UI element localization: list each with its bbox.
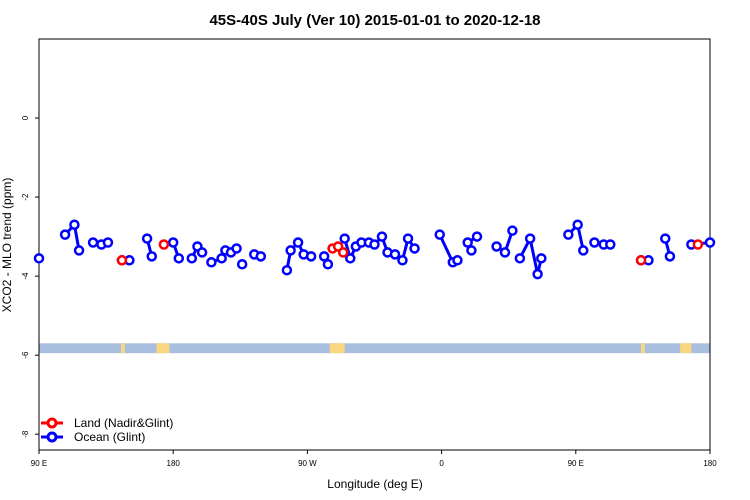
ocean-point bbox=[322, 259, 334, 270]
ocean-band bbox=[39, 343, 710, 354]
ocean-point bbox=[59, 229, 71, 240]
land-patch bbox=[121, 343, 125, 354]
ocean-point bbox=[87, 237, 99, 248]
y-tick-label: -2 bbox=[21, 193, 30, 201]
ocean-point bbox=[507, 225, 518, 236]
ocean-point bbox=[466, 245, 477, 256]
ocean-point bbox=[376, 231, 388, 242]
x-tick-label: 90 E bbox=[31, 459, 47, 468]
ocean-point bbox=[146, 251, 158, 262]
ocean-point bbox=[397, 255, 408, 266]
ocean-point bbox=[563, 229, 574, 240]
map-band bbox=[39, 343, 710, 354]
chart-title: 45S-40S July (Ver 10) 2015-01-01 to 2020… bbox=[209, 12, 540, 29]
series-layer bbox=[33, 219, 716, 280]
ocean-point bbox=[33, 253, 45, 264]
ocean-point bbox=[141, 233, 153, 244]
ocean-point bbox=[660, 233, 671, 244]
x-axis: 90 E 180 90 W 0 90 E 180 bbox=[31, 450, 717, 468]
ocean-point bbox=[73, 245, 85, 256]
x-tick-label: 90 W bbox=[298, 459, 317, 468]
land-patch bbox=[329, 343, 345, 354]
ocean-point bbox=[532, 268, 543, 280]
ocean-point bbox=[318, 251, 330, 262]
y-tick-label: -4 bbox=[21, 272, 30, 280]
ocean-point bbox=[285, 245, 296, 256]
legend-ocean-label: Ocean (Glint) bbox=[74, 430, 145, 444]
ocean-point bbox=[499, 247, 511, 258]
ocean-line bbox=[518, 237, 543, 276]
x-tick-label: 90 E bbox=[568, 459, 584, 468]
land-point bbox=[116, 255, 128, 266]
ocean-point bbox=[402, 233, 414, 244]
ocean-point bbox=[664, 251, 676, 262]
ocean-point bbox=[452, 255, 463, 266]
y-tick-label: -6 bbox=[21, 351, 30, 359]
ocean-point bbox=[102, 237, 114, 248]
ocean-point bbox=[524, 233, 536, 244]
ocean-point bbox=[389, 249, 401, 260]
legend: Land (Nadir&Glint) Ocean (Glint) bbox=[41, 416, 173, 444]
ocean-point bbox=[369, 239, 380, 250]
ocean-point bbox=[605, 239, 616, 250]
ocean-point bbox=[281, 264, 293, 276]
land-point bbox=[692, 239, 704, 250]
ocean-point bbox=[589, 237, 600, 248]
legend-land-label: Land (Nadir&Glint) bbox=[74, 416, 173, 430]
ocean-point bbox=[434, 229, 445, 240]
x-tick-label: 180 bbox=[703, 459, 717, 468]
ocean-point bbox=[305, 251, 317, 262]
ocean-point bbox=[206, 257, 217, 268]
legend-ocean-marker bbox=[46, 431, 58, 443]
ocean-point bbox=[572, 219, 583, 230]
ocean-point bbox=[231, 243, 242, 254]
ocean-point bbox=[514, 253, 526, 264]
ocean-point bbox=[339, 233, 350, 244]
land-patch bbox=[680, 343, 692, 354]
ocean-point bbox=[196, 247, 208, 258]
ocean-point bbox=[292, 237, 304, 248]
ocean-point bbox=[216, 253, 227, 264]
y-tick-label: -8 bbox=[21, 430, 30, 438]
ocean-point bbox=[471, 231, 483, 242]
ocean-point bbox=[186, 253, 198, 264]
ocean-point bbox=[462, 237, 473, 248]
x-axis-label: Longitude (deg E) bbox=[327, 477, 422, 491]
ocean-point bbox=[491, 241, 502, 252]
x-tick-label: 0 bbox=[439, 459, 444, 468]
legend-land-marker bbox=[46, 417, 58, 429]
ocean-point bbox=[704, 237, 716, 248]
ocean-point bbox=[167, 237, 179, 248]
x-tick-label: 180 bbox=[167, 459, 181, 468]
y-axis: 0 -2 -4 -6 -8 bbox=[21, 115, 39, 438]
ocean-point bbox=[173, 253, 185, 264]
ocean-point bbox=[236, 259, 248, 270]
ocean-point bbox=[345, 253, 356, 264]
ocean-point bbox=[255, 251, 267, 262]
land-patch bbox=[156, 343, 170, 354]
land-patch bbox=[641, 343, 645, 354]
land-point bbox=[337, 247, 349, 258]
y-tick-label: 0 bbox=[21, 115, 30, 120]
ocean-point bbox=[69, 219, 80, 230]
ocean-point bbox=[536, 253, 547, 264]
y-axis-label: XCO2 - MLO trend (ppm) bbox=[0, 178, 14, 313]
ocean-point bbox=[409, 243, 420, 254]
land-point bbox=[635, 255, 647, 266]
land-point bbox=[158, 239, 170, 250]
ocean-point bbox=[578, 245, 589, 256]
